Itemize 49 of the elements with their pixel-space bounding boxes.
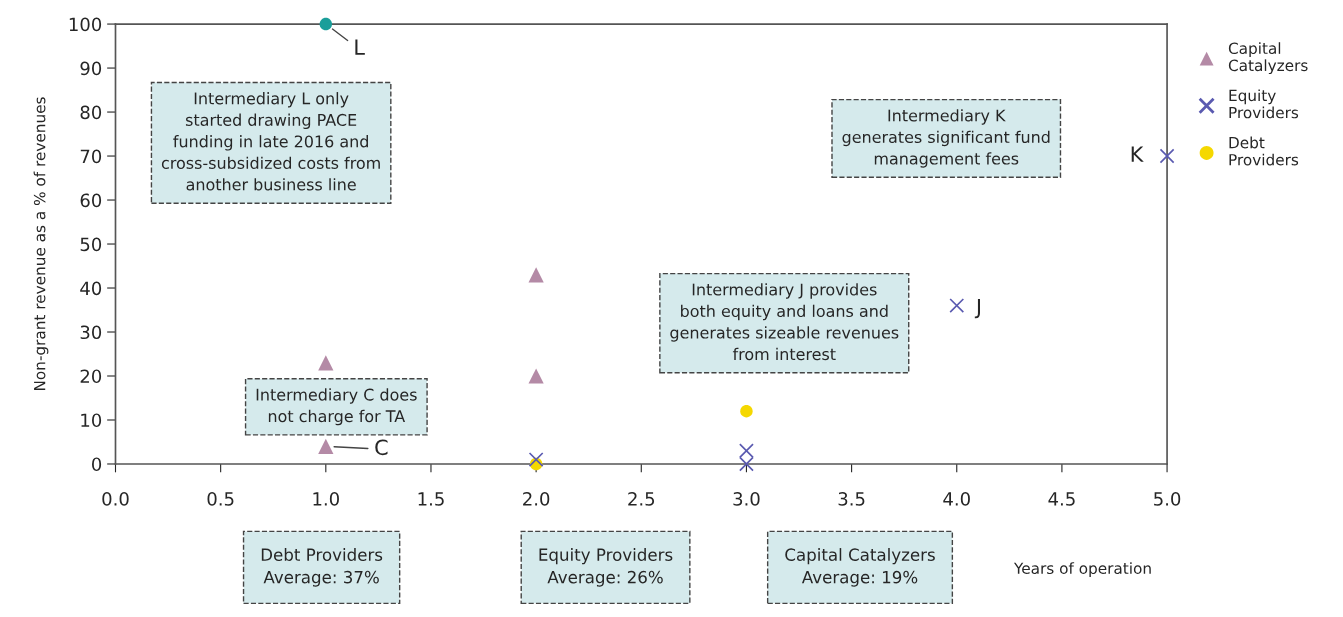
annotation: Intermediary L only started drawing PACE funding in late 2016 and cross-subsidized costs from another business line <box>161 92 380 191</box>
point <box>740 404 753 418</box>
legend-label: Capital Catalyzers <box>1228 42 1308 75</box>
legend-label: Debt Providers <box>1229 136 1299 166</box>
point <box>528 267 544 283</box>
text: Capital Catalyzers Average: 19% <box>785 548 935 587</box>
y-tick-label: 0 <box>92 457 102 472</box>
x-tick-label: 3.5 <box>838 492 865 506</box>
x-tick-label: 2.5 <box>628 492 655 506</box>
point <box>528 368 544 384</box>
point <box>739 456 754 472</box>
annotation: L <box>355 39 365 55</box>
y-tick-label: 20 <box>80 369 102 384</box>
annotation: Intermediary J provides both equity and loans and generates sizeable revenues from interest <box>670 283 899 361</box>
x-tick-label: 0.5 <box>207 492 234 506</box>
annotation: K <box>1131 146 1144 162</box>
x-tick-label: 1.5 <box>418 492 444 506</box>
y-tick-label: 70 <box>80 149 102 164</box>
point <box>739 443 754 459</box>
text: Debt Providers Average: 37% <box>261 548 383 587</box>
y-tick-label: 10 <box>81 413 102 428</box>
point <box>319 17 333 31</box>
x-tick-label: 2.0 <box>523 492 550 506</box>
y-tick-label: 40 <box>80 281 102 296</box>
point <box>949 298 965 314</box>
x-tick-label: 4.0 <box>943 492 970 506</box>
text: Equity Providers Average: 26% <box>539 548 673 587</box>
x-tick-label: 5.0 <box>1154 492 1181 506</box>
y-tick-label: 30 <box>80 325 102 340</box>
y-tick-label: 90 <box>80 61 102 76</box>
y-tick-label: 100 <box>69 17 102 32</box>
x-axis-title: Years of operation <box>1013 562 1151 577</box>
point <box>1159 148 1175 164</box>
annotation: Intermediary C does not charge for TA <box>256 388 417 426</box>
y-tick-label: 80 <box>80 105 102 120</box>
x-tick-label: 0.0 <box>102 492 129 506</box>
y-tick-label: 50 <box>80 237 102 252</box>
x-tick-label: 1.0 <box>313 492 339 506</box>
y-axis-title: Non-grant revenue as a % of revenues <box>33 97 49 391</box>
legend-label: Equity Providers <box>1229 89 1299 119</box>
y-tick-label: 60 <box>80 193 102 208</box>
point <box>318 438 334 454</box>
annotation: C <box>375 439 388 456</box>
annotation: J <box>974 298 980 319</box>
x-tick-label: 3.0 <box>733 492 760 506</box>
point <box>528 452 544 468</box>
x-tick-label: 4.5 <box>1048 492 1075 506</box>
annotation: Intermediary K generates significant fund management fees <box>842 109 1050 168</box>
point <box>318 355 334 371</box>
